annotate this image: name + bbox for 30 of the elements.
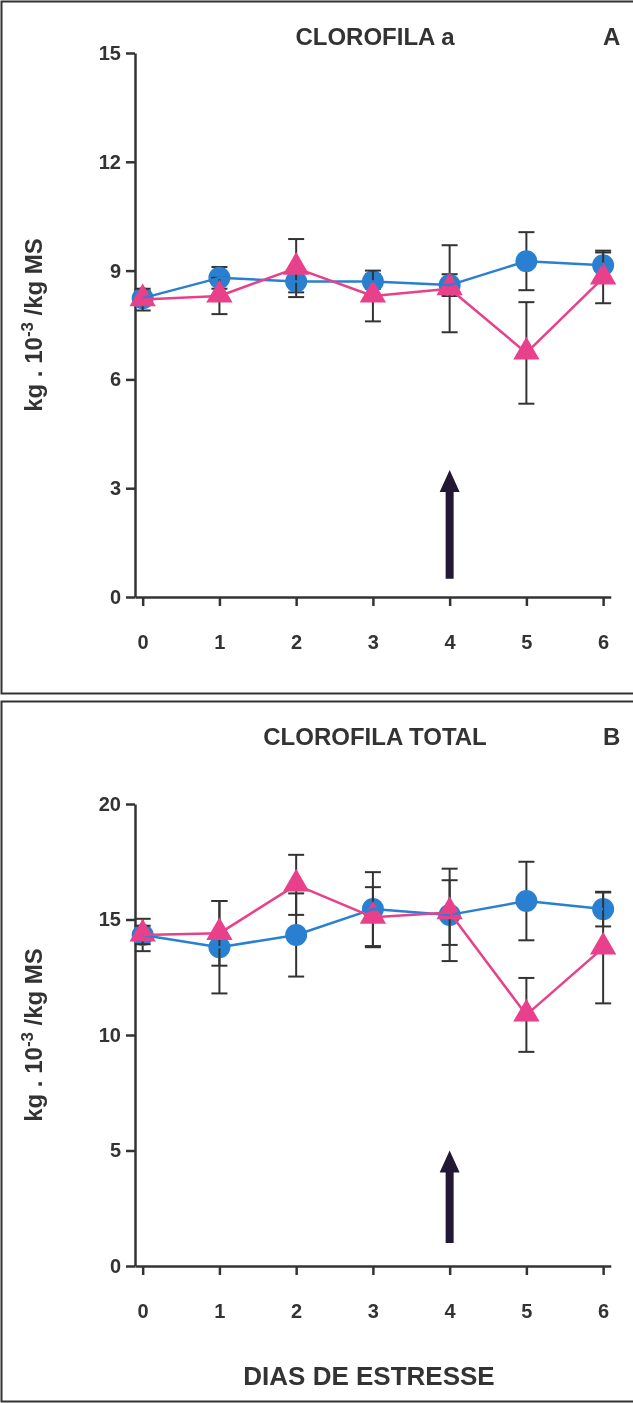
x-tick-label: 2 (291, 631, 303, 654)
x-tick-label: 0 (137, 1300, 149, 1323)
y-tick-label: 6 (109, 368, 121, 391)
chart-title: CLOROFILA TOTAL (263, 723, 487, 750)
x-tick-label: 0 (137, 631, 149, 654)
x-tick-label: 4 (444, 631, 457, 654)
y-tick-label: 5 (109, 1139, 121, 1162)
x-tick-label: 5 (521, 631, 533, 654)
x-axis-title: DIAS DE ESTRESSE (243, 1361, 495, 1391)
text: B (603, 723, 621, 750)
y-tick-label: 20 (98, 792, 121, 815)
x-tick-label: 1 (214, 631, 226, 654)
x-tick-label: 4 (444, 1300, 457, 1323)
x-tick-label: 2 (291, 1300, 303, 1323)
x-tick-label: 1 (214, 1300, 226, 1323)
chart-title: CLOROFILA a (295, 23, 456, 50)
y-tick-label: 15 (98, 908, 121, 931)
x-tick-label: 5 (521, 1300, 533, 1323)
y-tick-label: 12 (98, 150, 121, 173)
x-tick-label: 6 (598, 631, 610, 654)
y-tick-label: 9 (109, 259, 121, 282)
text: A (603, 23, 621, 50)
x-tick-label: 6 (598, 1300, 610, 1323)
y-tick-label: 3 (109, 477, 121, 500)
y-tick-label: 0 (109, 1254, 121, 1277)
y-tick-label: 10 (98, 1023, 121, 1046)
y-tick-label: 0 (109, 585, 121, 608)
x-tick-label: 3 (367, 631, 379, 654)
y-tick-label: 15 (98, 41, 121, 64)
x-tick-label: 3 (367, 1300, 379, 1323)
